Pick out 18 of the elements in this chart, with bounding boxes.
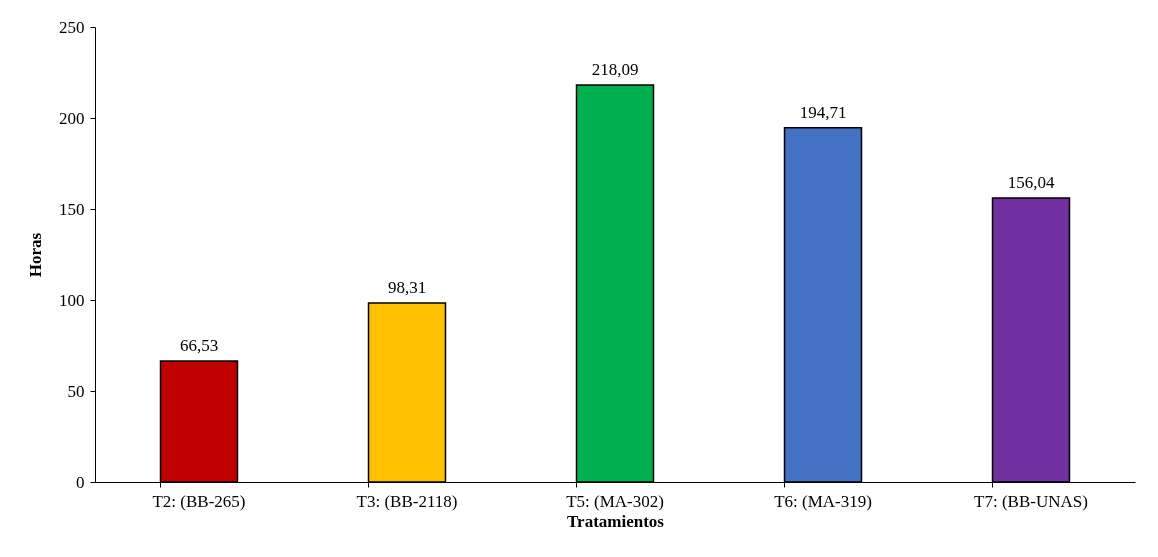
y-tick-label: 200 (59, 108, 85, 128)
x-tick-label: T7: (BB-UNAS) (974, 491, 1088, 511)
data-label: 194,71 (799, 102, 847, 122)
x-tick-label: T2: (BB-265) (152, 491, 246, 511)
data-label: 218,09 (591, 60, 639, 80)
y-axis-title: Horas (26, 232, 45, 278)
y-tick-label: 0 (76, 472, 85, 492)
data-label: 98,31 (387, 278, 427, 298)
x-axis-title: Tratamientos (567, 511, 665, 531)
x-tick-label: T3: (BB-2118) (356, 491, 458, 511)
y-tick-label: 150 (59, 199, 85, 219)
data-label: 66,53 (179, 335, 219, 355)
y-tick-label: 250 (59, 17, 85, 37)
y-tick-label: 50 (67, 381, 85, 401)
y-tick-label: 100 (59, 290, 85, 310)
x-tick-label: T6: (MA-319) (774, 491, 872, 511)
x-tick-label: T5: (MA-302) (566, 491, 664, 511)
data-label: 156,04 (1007, 173, 1055, 193)
